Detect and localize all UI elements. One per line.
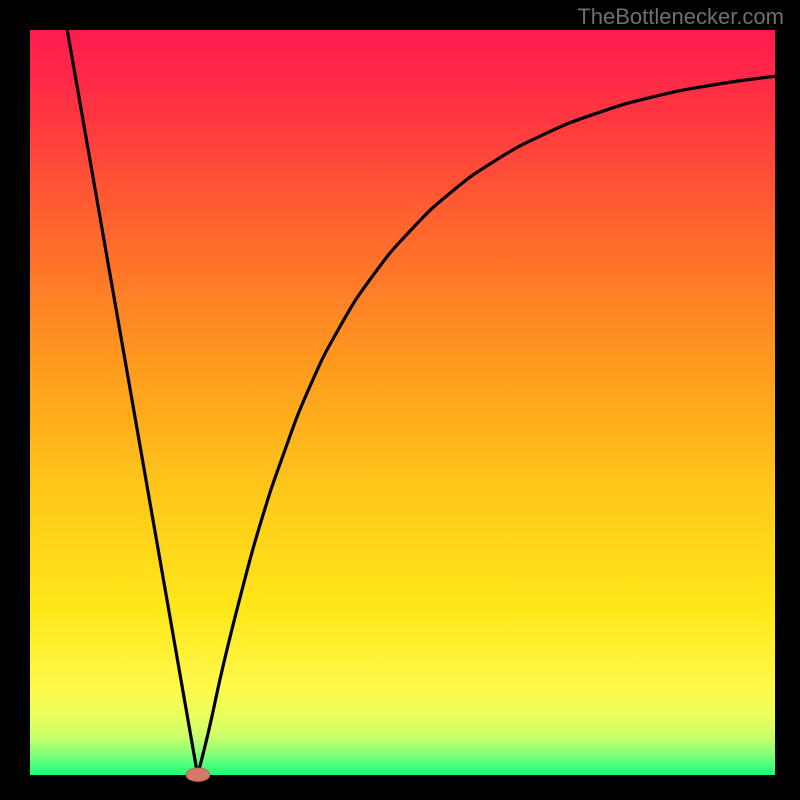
watermark-text: TheBottlenecker.com [577,4,784,30]
minimum-marker [184,766,212,783]
gradient-background [30,30,775,775]
